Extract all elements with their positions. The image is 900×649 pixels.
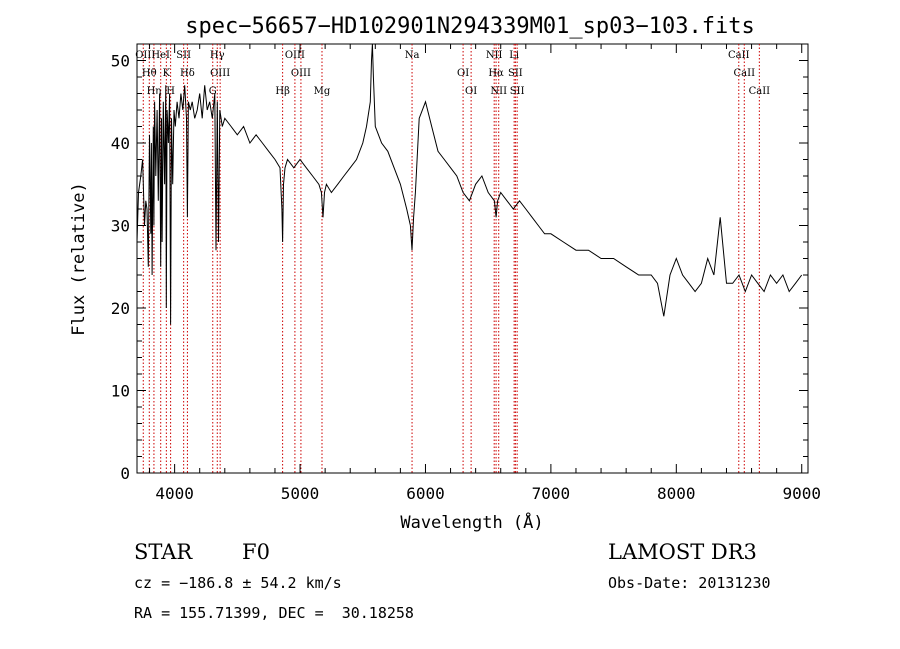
spectral-line-label: CaII (734, 68, 756, 79)
spectral-line-label: Hδ (180, 68, 195, 79)
obs-date-text: Obs-Date: 20131230 (608, 574, 771, 592)
y-axis: 0 10 20 30 40 50 (111, 43, 808, 483)
x-axis-label: Wavelength (Å) (400, 511, 543, 533)
spectral-line-label: SII (508, 68, 523, 79)
spectral-line-label: Li (509, 50, 519, 61)
spectral-line-label: CaII (749, 86, 771, 97)
spectral-line-label: HeI (151, 50, 170, 61)
spectral-line-label: Hβ (275, 86, 290, 97)
spectral-line-label: Na (405, 50, 420, 61)
spectral-line-label: Hγ (210, 50, 225, 61)
spectral-line-label: NII (486, 50, 503, 61)
y-tick-label: 30 (111, 217, 130, 236)
spectral-line-markers (142, 44, 760, 473)
spectral-line-label: G (209, 86, 217, 97)
redshift-text: cz = −186.8 ± 54.2 km/s (134, 574, 342, 592)
spectral-line-label: SII (176, 50, 191, 61)
y-tick-label: 50 (111, 52, 130, 71)
spectrum-series-line (136, 43, 803, 325)
spectral-line-labels: OIIHθHηHeIKHSIIHδGHγOIIIHβOIIIOIIIMgNaOI… (135, 50, 770, 97)
x-tick-label: 5000 (281, 484, 320, 503)
spectral-line-label: NII (490, 86, 507, 97)
y-tick-label: 20 (111, 299, 130, 318)
spectral-line-label: CaII (728, 50, 750, 61)
spectral-line-label: SII (510, 86, 525, 97)
y-tick-label: 10 (111, 382, 130, 401)
survey-label: LAMOST DR3 (608, 540, 757, 564)
spectral-line-label: OIII (285, 50, 305, 61)
spectral-line-label: OII (135, 50, 151, 61)
chart-title: spec−56657−HD102901N294339M01_sp03−103.f… (185, 14, 755, 39)
spectral-line-label: Hθ (142, 68, 157, 79)
coordinates-text: RA = 155.71399, DEC = 30.18258 (134, 604, 414, 622)
spectral-line-label: OI (457, 68, 469, 79)
x-tick-label: 8000 (657, 484, 696, 503)
spectral-line-label: OIII (291, 68, 311, 79)
subclass-label: F0 (242, 540, 270, 564)
spectral-line-label: Hα (488, 68, 504, 79)
y-axis-label: Flux (relative) (69, 182, 89, 336)
spectral-line-label: OIII (210, 68, 230, 79)
spectral-line-label: Mg (314, 86, 331, 97)
x-axis: 4000 5000 6000 7000 8000 9000 (149, 44, 821, 503)
spectral-line-label: OI (465, 86, 477, 97)
y-tick-label: 0 (120, 464, 130, 483)
x-tick-label: 7000 (532, 484, 571, 503)
y-tick-label: 40 (111, 134, 130, 153)
spectral-line-label: H (166, 86, 175, 97)
spectral-line-label: K (163, 68, 171, 79)
class-label: STAR (134, 540, 193, 564)
x-tick-label: 6000 (406, 484, 445, 503)
x-tick-label: 4000 (155, 484, 194, 503)
spectral-line-label: Hη (147, 86, 162, 97)
x-tick-label: 9000 (782, 484, 821, 503)
